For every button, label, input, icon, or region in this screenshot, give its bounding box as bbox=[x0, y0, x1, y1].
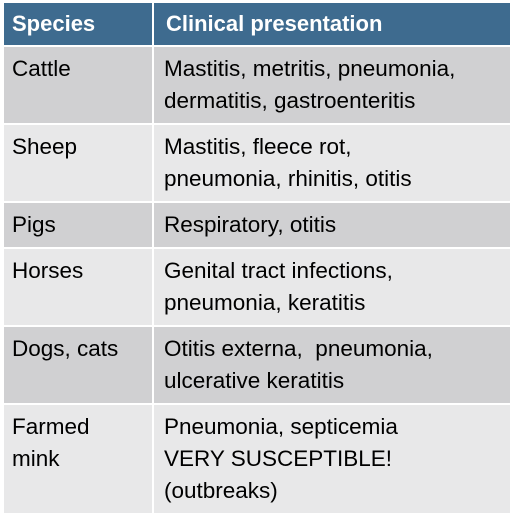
table-row: Horses Genital tract infections, pneumon… bbox=[4, 247, 510, 326]
header-species: Species bbox=[4, 3, 154, 46]
presentation-line: pneumonia, rhinitis, otitis bbox=[164, 166, 412, 191]
presentation-line: VERY SUSCEPTIBLE! bbox=[164, 446, 393, 471]
presentation-cell: Genital tract infections, pneumonia, ker… bbox=[153, 247, 510, 326]
species-cell: Sheep bbox=[4, 123, 154, 202]
table-row: Pigs Respiratory, otitis bbox=[4, 201, 510, 248]
species-cell: Dogs, cats bbox=[4, 325, 154, 404]
species-cell: Cattle bbox=[4, 45, 154, 124]
species-cell: Farmed mink bbox=[4, 403, 154, 513]
species-line: Farmed bbox=[12, 414, 90, 439]
presentation-cell: Mastitis, fleece rot, pneumonia, rhiniti… bbox=[153, 123, 510, 202]
presentation-cell: Mastitis, metritis, pneumonia, dermatiti… bbox=[153, 45, 510, 124]
presentation-cell: Otitis externa, pneumonia, ulcerative ke… bbox=[153, 325, 510, 404]
presentation-line: Genital tract infections, bbox=[164, 258, 393, 283]
species-line: mink bbox=[12, 446, 60, 471]
table-header-row: Species Clinical presentation bbox=[4, 3, 510, 46]
presentation-line: ulcerative keratitis bbox=[164, 368, 345, 393]
presentation-cell: Pneumonia, septicemia VERY SUSCEPTIBLE! … bbox=[153, 403, 510, 513]
species-presentation-table: Species Clinical presentation Cattle Mas… bbox=[4, 3, 510, 513]
page: Species Clinical presentation Cattle Mas… bbox=[4, 3, 510, 513]
species-cell: Horses bbox=[4, 247, 154, 326]
presentation-line: Pneumonia, septicemia bbox=[164, 414, 398, 439]
table-row: Dogs, cats Otitis externa, pneumonia, ul… bbox=[4, 325, 510, 404]
header-clinical-presentation: Clinical presentation bbox=[153, 3, 510, 46]
table-row: Farmed mink Pneumonia, septicemia VERY S… bbox=[4, 403, 510, 513]
table-row: Sheep Mastitis, fleece rot, pneumonia, r… bbox=[4, 123, 510, 202]
presentation-line: dermatitis, gastroenteritis bbox=[164, 88, 416, 113]
presentation-line: Otitis externa, pneumonia, bbox=[164, 336, 433, 361]
presentation-line: Mastitis, metritis, pneumonia, bbox=[164, 56, 456, 81]
presentation-line: Respiratory, otitis bbox=[164, 212, 337, 237]
table-row: Cattle Mastitis, metritis, pneumonia, de… bbox=[4, 45, 510, 124]
presentation-line: (outbreaks) bbox=[164, 478, 278, 503]
presentation-line: Mastitis, fleece rot, bbox=[164, 134, 352, 159]
species-cell: Pigs bbox=[4, 201, 154, 248]
presentation-line: pneumonia, keratitis bbox=[164, 290, 366, 315]
presentation-cell: Respiratory, otitis bbox=[153, 201, 510, 248]
